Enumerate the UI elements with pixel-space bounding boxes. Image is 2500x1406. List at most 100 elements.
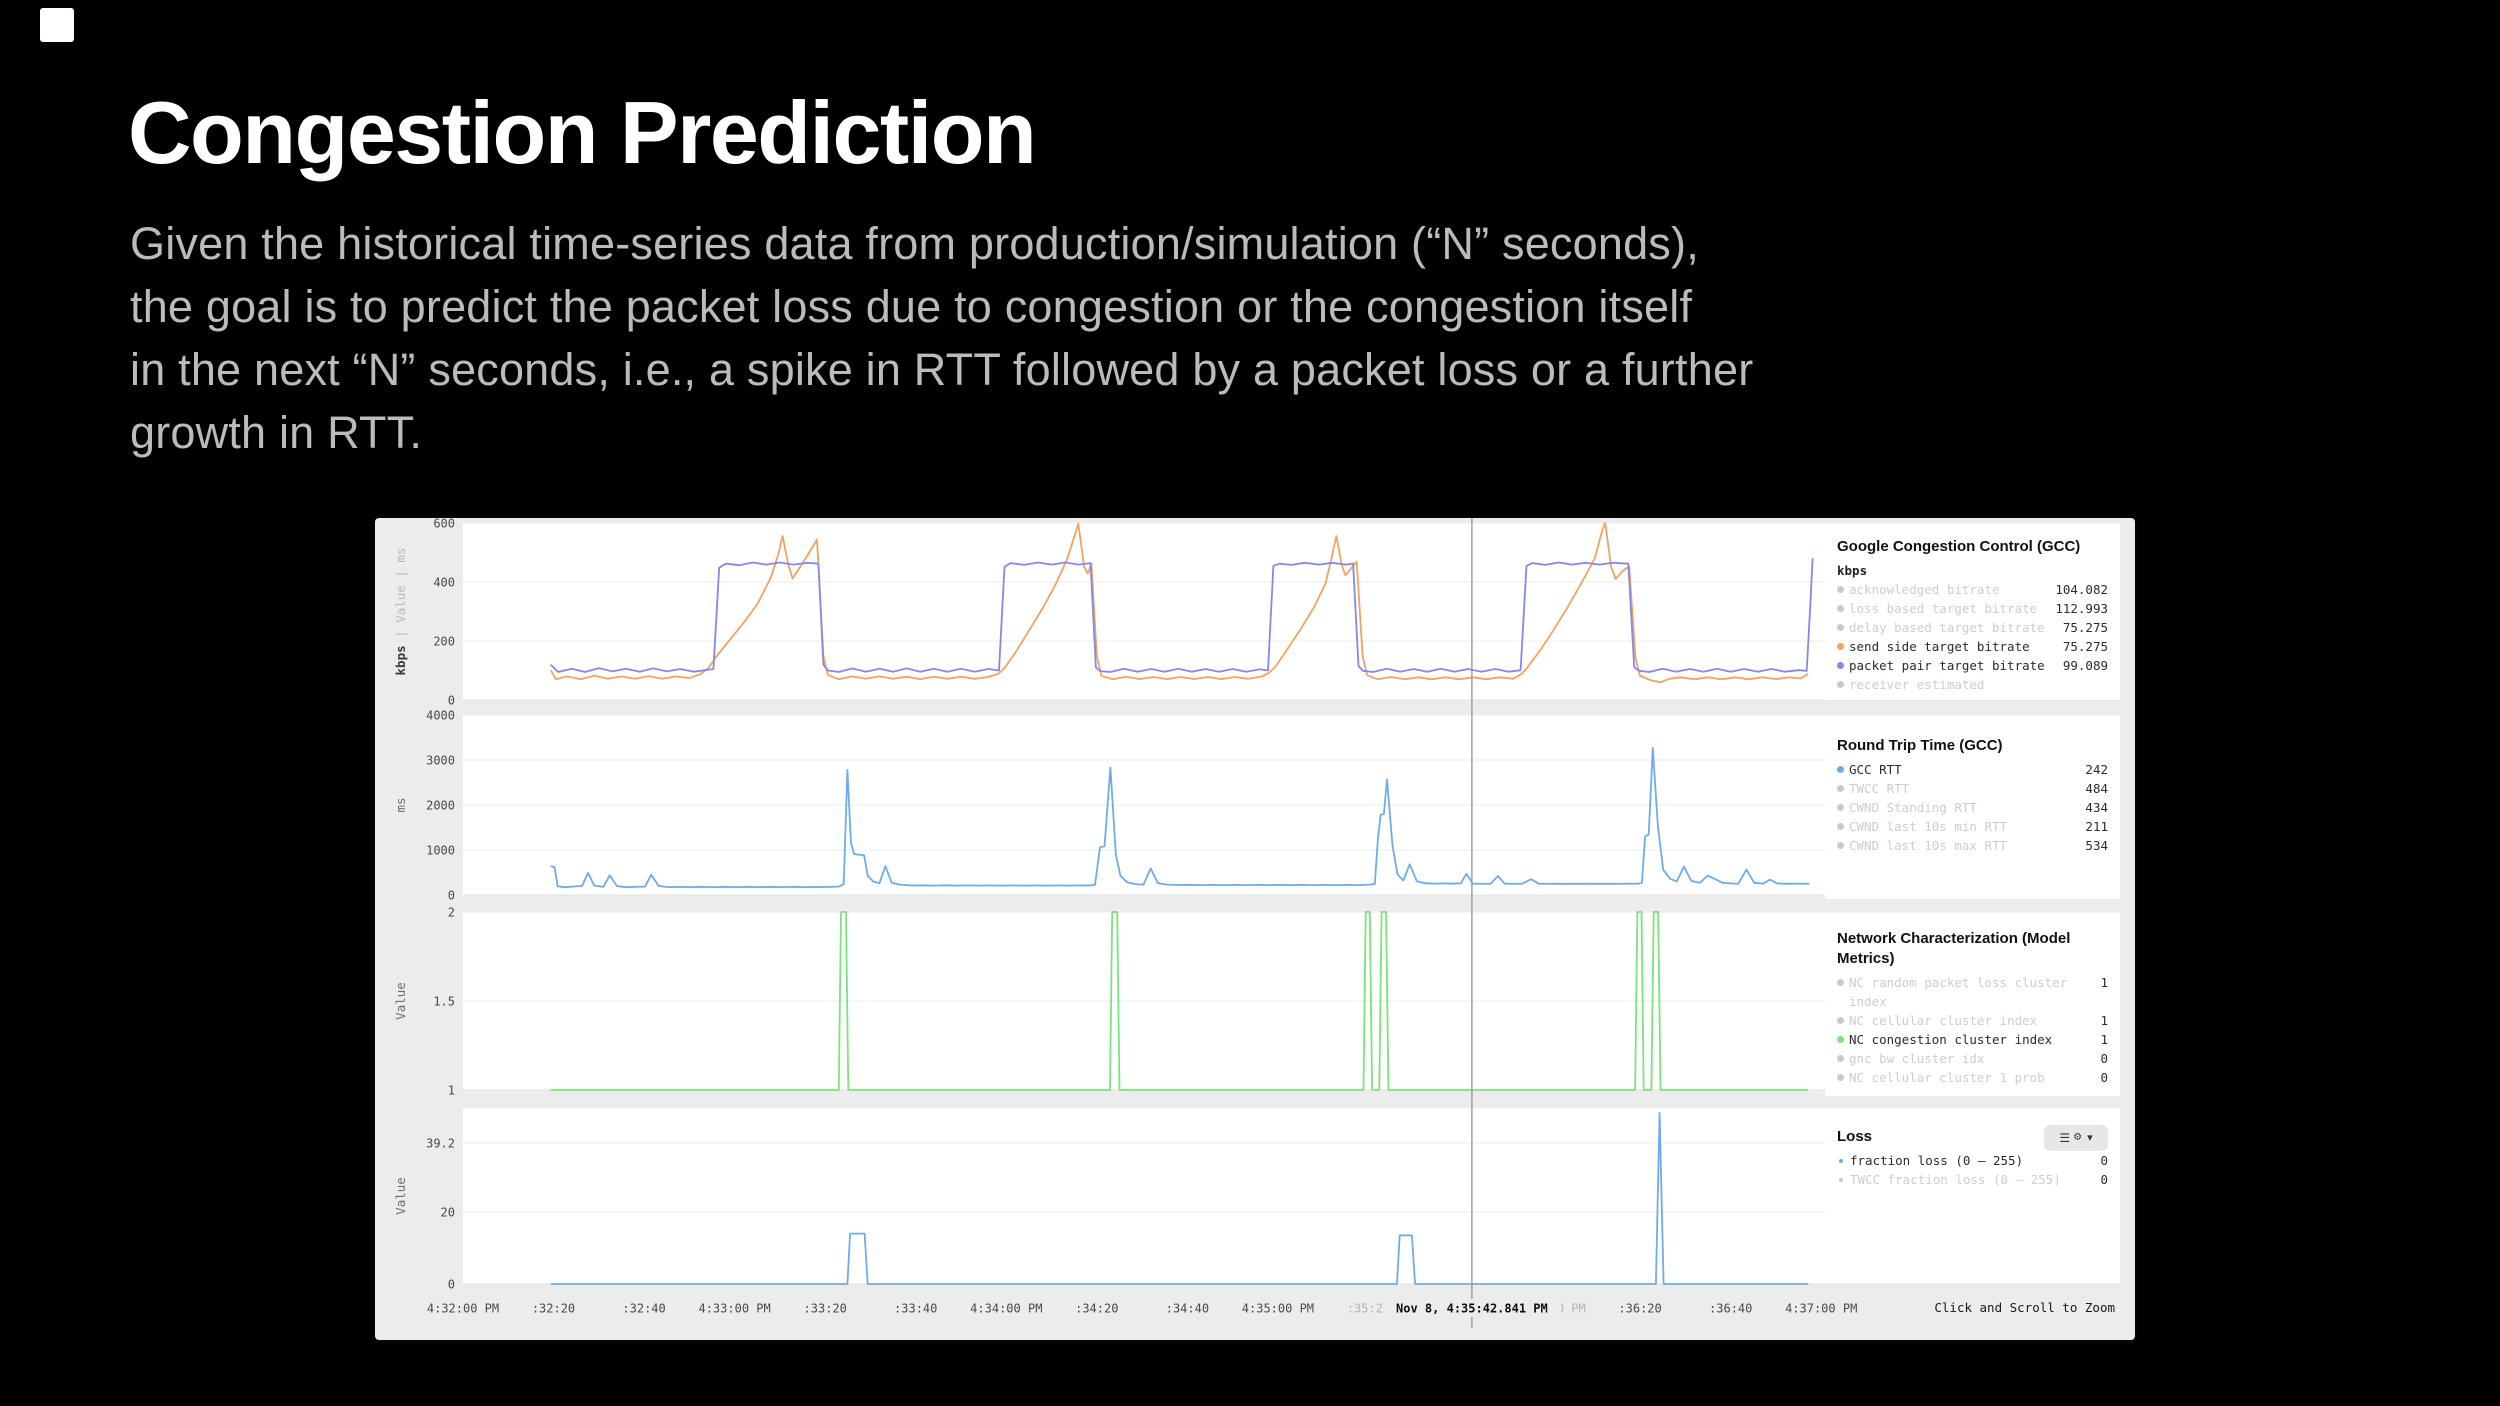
legend-item-value: 1 [2100, 975, 2108, 990]
series-line [550, 911, 1809, 1091]
legend-item[interactable]: TWCC fraction loss (0 – 255) 0 [1837, 1170, 2108, 1189]
slide-title: Congestion Prediction [128, 83, 1037, 182]
legend-item[interactable]: NC congestion cluster index 1 [1837, 1030, 2108, 1049]
legend-item-value: 104.082 [2055, 582, 2108, 597]
series-line [550, 1112, 1809, 1285]
legend-item[interactable]: send side target bitrate 75.275 [1837, 637, 2108, 656]
legend-item-value: 75.275 [2062, 639, 2108, 654]
x-tick-label: :32:20 [532, 1302, 575, 1316]
caret-down-icon: ▾ [2087, 1131, 2093, 1144]
legend-title: Google Congestion Control (GCC) [1837, 538, 2081, 555]
legend-item-value: 211 [2085, 819, 2108, 834]
legend-item-label: loss based target bitrate [1849, 601, 2038, 616]
legend-item-label: gnc bw cluster idx [1849, 1051, 1985, 1066]
legend-item-label: fraction loss (0 – 255) [1850, 1153, 2024, 1168]
legend-item-label: CWND Standing RTT [1849, 800, 1977, 815]
y-tick-label: 2 [448, 906, 455, 920]
y-tick-label: 20 [441, 1206, 455, 1220]
legend-item-value: 1 [2100, 1013, 2108, 1028]
legend-item-value: 112.993 [2055, 601, 2108, 616]
y-tick-label: 39.2 [426, 1136, 455, 1150]
legend-item-value: 434 [2085, 800, 2108, 815]
series-color-dot-icon [1837, 804, 1844, 811]
series-color-dot-icon [1837, 1055, 1844, 1062]
legend-item[interactable]: CWND last 10s min RTT 211 [1837, 817, 2108, 836]
legend-item[interactable]: CWND last 10s max RTT 534 [1837, 836, 2108, 855]
y-tick-label: 0 [448, 889, 455, 903]
slide-body-line-4: growth in RTT. [130, 407, 423, 458]
dashboard-panel: 0 200 400 600 kbps | Value | ms 0 1000 2000 3000… [375, 518, 2135, 1340]
y-axis-title: ms [393, 797, 408, 812]
y-axis-title: kbps | Value | ms [393, 548, 408, 676]
legend-item-value: 0 [2100, 1153, 2108, 1168]
y-axis-title: Value [393, 982, 408, 1020]
series-color-dot-icon [1837, 1036, 1844, 1043]
legend-item-value: 99.089 [2062, 658, 2108, 673]
series-color-dot-icon [1837, 766, 1844, 773]
legend-item[interactable]: receiver estimated [1837, 675, 2108, 694]
y-tick-label: 4000 [426, 709, 455, 723]
x-tick-label: 4:35:00 PM [1242, 1302, 1314, 1316]
zoom-hint: Click and Scroll to Zoom [1934, 1300, 2115, 1315]
series-color-dot-icon [1837, 605, 1844, 612]
slide-body-line-3: in the next “N” seconds, i.e., a spike i… [130, 344, 1754, 395]
x-tick-label: :36:20 [1618, 1302, 1661, 1316]
legend-item-value: 0 [2100, 1172, 2108, 1187]
legend-item[interactable]: packet pair target bitrate 99.089 [1837, 656, 2108, 675]
slide-body-line-2: the goal is to predict the packet loss d… [130, 281, 1693, 332]
legend-item[interactable]: fraction loss (0 – 255) 0 [1837, 1151, 2108, 1170]
legend-item-value: 484 [2085, 781, 2108, 796]
legend-item-value: 75.275 [2062, 620, 2108, 635]
legend-item-value: 242 [2085, 762, 2108, 777]
legend-item[interactable]: CWND Standing RTT 434 [1837, 798, 2108, 817]
y-axis-title: Value [393, 1177, 408, 1215]
series-color-dot-icon [1837, 643, 1844, 650]
x-tick-label: :33:20 [804, 1302, 847, 1316]
legend-item[interactable]: TWCC RTT 484 [1837, 779, 2108, 798]
y-tick-label: 1 [448, 1084, 455, 1098]
legend-panel-2: Round Trip Time (GCC) GCC RTT 242 TWCC RTT 4… [1825, 727, 2120, 899]
gear-icon: ⚙ [2073, 1132, 2083, 1143]
y-tick-label: 1000 [426, 844, 455, 858]
legend-item-label: GCC RTT [1849, 762, 1902, 777]
legend-item-value: 1 [2100, 1032, 2108, 1047]
series-color-dot-icon [1837, 842, 1844, 849]
legend-item-label: CWND last 10s max RTT [1849, 838, 2008, 853]
legend-item[interactable]: loss based target bitrate 112.993 [1837, 599, 2108, 618]
legend-item-label: delay based target bitrate [1849, 620, 2045, 635]
x-tick-label: 4:34:00 PM [970, 1302, 1042, 1316]
legend-item-label: acknowledged bitrate [1849, 582, 2000, 597]
legend-item-label: TWCC RTT [1849, 781, 1910, 796]
y-tick-label: 0 [448, 694, 455, 708]
legend-title: Round Trip Time (GCC) [1837, 737, 2003, 754]
x-tick-label: :36:40 [1709, 1302, 1752, 1316]
legend-item-label: NC congestion cluster index [1849, 1032, 2053, 1047]
legend-item-value: 0 [2100, 1051, 2108, 1066]
series-color-dot-icon [1837, 586, 1844, 593]
legend-item[interactable]: acknowledged bitrate 104.082 [1837, 580, 2108, 599]
legend-options-button[interactable]: ☰ ⚙ ▾ [2044, 1125, 2108, 1151]
y-tick-label: 400 [433, 576, 455, 590]
legend-panel-4: Loss ☰ ⚙ ▾ fraction loss (0 – 255) 0 TWCC frac… [1825, 1118, 2120, 1258]
legend-item[interactable]: gnc bw cluster idx 0 [1837, 1049, 2108, 1068]
y-tick-label: 1.5 [433, 995, 455, 1009]
corner-artifact [40, 8, 74, 42]
legend-item-label: CWND last 10s min RTT [1849, 819, 2008, 834]
series-line [550, 522, 1809, 684]
x-tick-label: :33:40 [894, 1302, 937, 1316]
legend-item[interactable]: NC cellular cluster 1 prob 0 [1837, 1068, 2108, 1087]
legend-item-label: send side target bitrate [1849, 639, 2030, 654]
legend-unit-label: kbps [1837, 563, 1868, 578]
series-color-dot-icon [1839, 1178, 1843, 1182]
legend-item[interactable]: GCC RTT 242 [1837, 760, 2108, 779]
legend-item[interactable]: NC random packet loss cluster index 1 [1837, 973, 2108, 1011]
x-tick-label: 4:32:00 PM [427, 1302, 499, 1316]
series-color-dot-icon [1837, 681, 1844, 688]
legend-item[interactable]: NC cellular cluster index 1 [1837, 1011, 2108, 1030]
legend-item-label: packet pair target bitrate [1849, 658, 2045, 673]
series-color-dot-icon [1837, 823, 1844, 830]
series-color-dot-icon [1837, 785, 1844, 792]
legend-item[interactable]: delay based target bitrate 75.275 [1837, 618, 2108, 637]
legend-item-value: 534 [2085, 838, 2108, 853]
legend-item-label: TWCC fraction loss (0 – 255) [1850, 1172, 2061, 1187]
